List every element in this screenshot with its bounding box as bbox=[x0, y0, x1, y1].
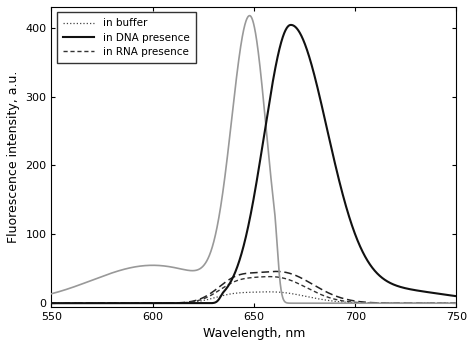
Y-axis label: Fluorescence intensity, a.u.: Fluorescence intensity, a.u. bbox=[7, 70, 20, 243]
X-axis label: Wavelength, nm: Wavelength, nm bbox=[203, 327, 305, 340]
Legend: in buffer, in DNA presence, in RNA presence: in buffer, in DNA presence, in RNA prese… bbox=[57, 12, 196, 63]
